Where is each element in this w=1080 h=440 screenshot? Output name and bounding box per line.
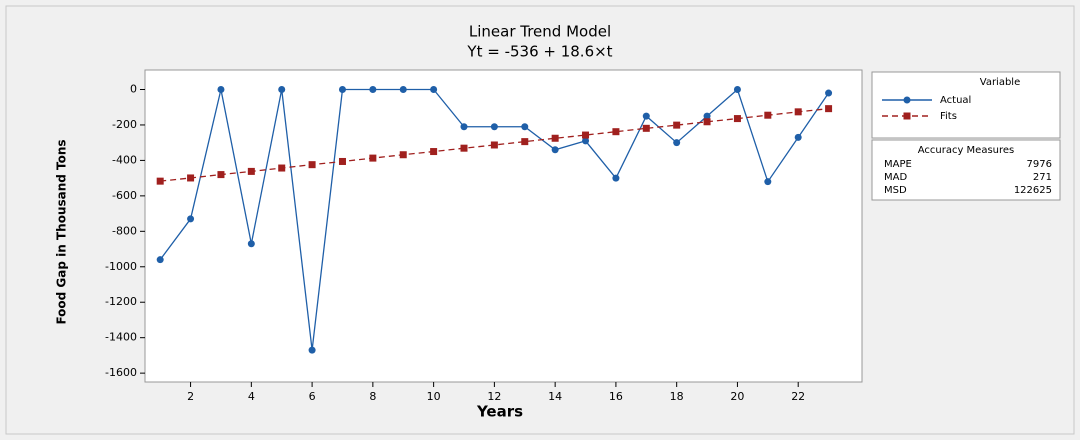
legend-label: Actual	[940, 95, 971, 106]
plot-area	[144, 69, 863, 383]
x-tick-label: 6	[309, 390, 316, 403]
y-axis-label: Food Gap in Thousand Tons	[55, 139, 69, 324]
data-point	[430, 148, 438, 156]
data-point	[369, 86, 377, 93]
data-point	[399, 86, 407, 93]
series-line	[160, 107, 829, 182]
data-point	[217, 171, 225, 179]
y-tick-label: -1400	[105, 331, 137, 344]
data-point	[642, 112, 650, 120]
data-point	[187, 174, 195, 182]
legend-label: Fits	[940, 111, 957, 122]
y-tick-label: -1200	[105, 295, 137, 308]
accuracy-name: MAD	[884, 172, 907, 183]
data-point	[551, 134, 559, 142]
data-point	[825, 105, 833, 113]
y-tick-label: -600	[112, 189, 137, 202]
data-point	[733, 86, 741, 93]
x-tick-label: 22	[791, 390, 805, 403]
data-point	[278, 86, 286, 93]
accuracy-name: MAPE	[884, 159, 912, 170]
x-tick-label: 20	[730, 390, 744, 403]
x-tick-label: 2	[187, 390, 194, 403]
data-point	[247, 167, 255, 175]
chart-subtitle: Yt = -536 + 18.6×t	[466, 43, 612, 61]
accuracy-title: Accuracy Measures	[918, 145, 1015, 156]
data-point	[764, 178, 772, 186]
legend-marker	[903, 112, 911, 120]
data-point	[247, 240, 255, 248]
chart-title: Linear Trend Model	[469, 23, 611, 41]
data-point	[551, 146, 559, 154]
data-point	[369, 154, 377, 162]
data-point	[338, 86, 346, 93]
data-point	[733, 115, 741, 123]
data-point	[338, 157, 346, 165]
data-point	[703, 118, 711, 126]
y-tick-label: -1000	[105, 260, 137, 273]
y-tick-label: -800	[112, 224, 137, 237]
x-tick-label: 4	[248, 390, 255, 403]
accuracy-name: MSD	[884, 185, 907, 196]
y-tick-label: -200	[112, 118, 137, 131]
legend-title: Variable	[980, 77, 1021, 88]
data-point	[521, 123, 529, 131]
data-point	[217, 86, 225, 93]
data-point	[703, 112, 711, 120]
x-tick-label: 16	[609, 390, 623, 403]
accuracy-box	[871, 139, 1061, 201]
data-point	[673, 139, 681, 147]
accuracy-value: 122625	[1014, 185, 1052, 196]
data-point	[825, 89, 833, 97]
legend-marker	[903, 96, 911, 104]
data-point	[794, 133, 802, 141]
data-point	[490, 123, 498, 131]
x-tick-label: 14	[548, 390, 562, 403]
data-point	[612, 174, 620, 182]
accuracy-value: 7976	[1027, 159, 1052, 170]
data-point	[582, 137, 590, 145]
data-point	[764, 111, 772, 119]
data-point	[582, 131, 590, 139]
y-tick-label: -400	[112, 153, 137, 166]
data-point	[156, 256, 164, 264]
data-point	[308, 346, 316, 354]
x-axis-label: Years	[476, 403, 523, 421]
x-tick-label: 10	[427, 390, 441, 403]
y-tick-label: 0	[130, 83, 137, 96]
data-point	[430, 86, 438, 93]
y-tick-label: -1600	[105, 366, 137, 379]
accuracy-value: 271	[1033, 172, 1052, 183]
data-point	[794, 108, 802, 116]
data-point	[187, 215, 195, 223]
x-tick-label: 18	[670, 390, 684, 403]
data-point	[399, 151, 407, 159]
data-point	[673, 121, 681, 129]
x-tick-label: 8	[369, 390, 376, 403]
data-point	[490, 141, 498, 149]
data-point	[642, 124, 650, 132]
data-point	[460, 123, 468, 131]
x-tick-label: 12	[487, 390, 501, 403]
data-point	[278, 164, 286, 172]
data-point	[156, 177, 164, 185]
data-point	[460, 144, 468, 152]
data-point	[612, 128, 620, 136]
legend-box	[871, 71, 1061, 139]
data-point	[308, 161, 316, 169]
data-point	[521, 138, 529, 146]
